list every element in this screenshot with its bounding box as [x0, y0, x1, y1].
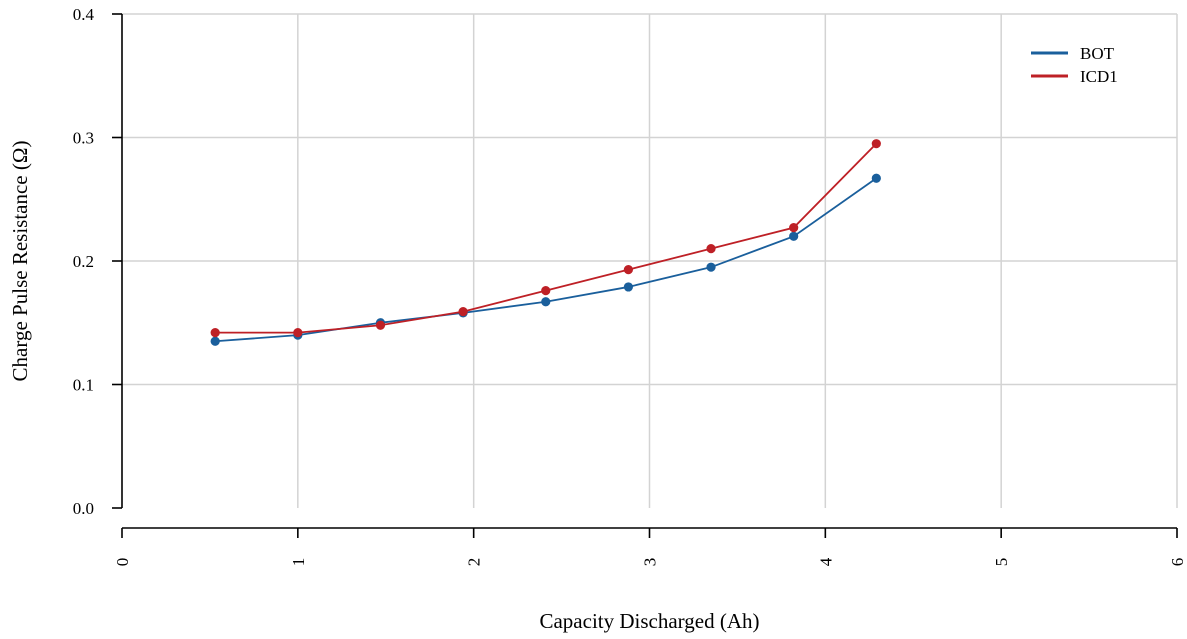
y-tick-label: 0.4: [73, 5, 95, 24]
data-point-bot: [871, 173, 881, 183]
data-point-bot: [210, 336, 220, 346]
x-tick-label: 1: [289, 558, 308, 567]
y-tick-label: 0.0: [73, 499, 94, 518]
x-tick-label: 5: [992, 558, 1011, 567]
series-icd1: [210, 139, 881, 338]
legend-label-icd1: ICD1: [1080, 67, 1118, 86]
data-point-icd1: [375, 320, 386, 330]
data-point-icd1: [871, 139, 881, 149]
data-point-icd1: [541, 286, 551, 296]
x-tick-label: 0: [113, 558, 132, 567]
x-tick-label: 3: [641, 558, 660, 567]
data-point-bot: [623, 282, 634, 292]
data-point-icd1: [210, 328, 220, 338]
data-point-icd1: [623, 265, 634, 275]
data-point-icd1: [293, 328, 303, 338]
data-point-bot: [541, 297, 551, 307]
y-tick-label: 0.2: [73, 252, 94, 271]
x-tick-label: 2: [465, 558, 484, 567]
legend: BOT ICD1: [1031, 44, 1118, 86]
ticks: 0 1 2 3 4 5 6 0.0 0.1 0.2 0.3 0.4: [73, 5, 1187, 566]
x-axis-title: Capacity Discharged (Ah): [539, 609, 759, 633]
series-line-bot: [215, 177, 877, 343]
data-point-bot: [789, 231, 799, 241]
series-bot: [210, 173, 881, 346]
series: [210, 139, 881, 346]
data-point-icd1: [789, 223, 799, 233]
y-axis-title: Charge Pulse Resistance (Ω): [8, 141, 32, 382]
x-tick-label: 4: [816, 557, 835, 566]
data-point-icd1: [458, 307, 468, 317]
data-point-icd1: [706, 244, 716, 254]
legend-label-bot: BOT: [1080, 44, 1115, 63]
grid: [122, 13, 1178, 508]
y-tick-label: 0.3: [73, 129, 94, 148]
data-point-bot: [706, 262, 716, 272]
x-tick-label: 6: [1168, 558, 1187, 567]
y-tick-label: 0.1: [73, 376, 94, 395]
